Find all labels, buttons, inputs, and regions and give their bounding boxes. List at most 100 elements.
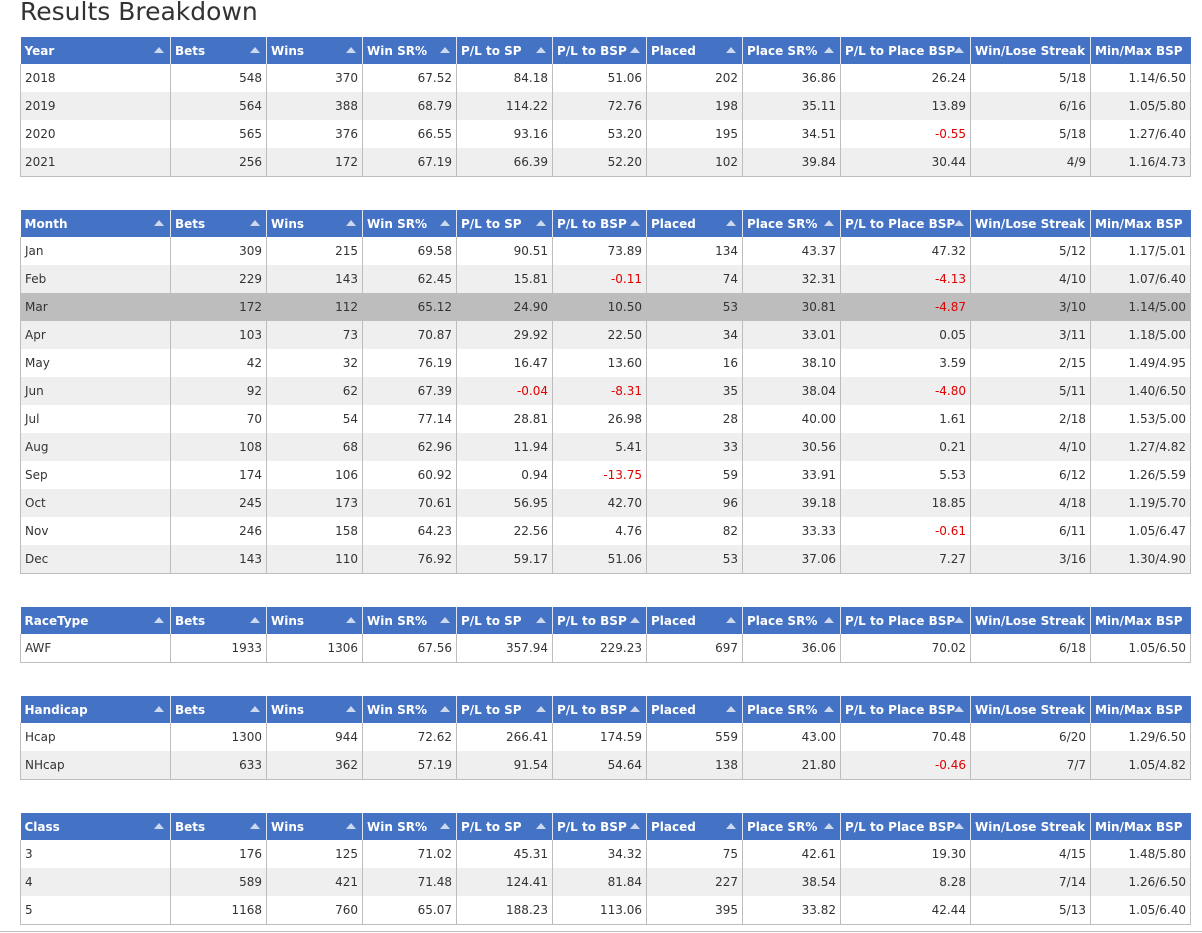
column-header-bets[interactable]: Bets bbox=[170, 607, 267, 634]
sort-ascending-icon[interactable] bbox=[954, 617, 964, 623]
column-header-handicap[interactable]: Handicap bbox=[20, 696, 171, 723]
column-header-p-l-to-place-bsp[interactable]: P/L to Place BSP bbox=[840, 696, 971, 723]
column-header-placed[interactable]: Placed bbox=[646, 37, 743, 64]
sort-ascending-icon[interactable] bbox=[440, 706, 450, 712]
column-header-bets[interactable]: Bets bbox=[170, 37, 267, 64]
sort-ascending-icon[interactable] bbox=[954, 220, 964, 226]
column-header-min-max-bsp[interactable]: Min/Max BSP bbox=[1090, 607, 1191, 634]
column-header-win-sr[interactable]: Win SR% bbox=[362, 696, 457, 723]
column-header-wins[interactable]: Wins bbox=[266, 210, 363, 237]
sort-ascending-icon[interactable] bbox=[536, 706, 546, 712]
column-header-place-sr[interactable]: Place SR% bbox=[742, 813, 841, 840]
column-header-racetype[interactable]: RaceType bbox=[20, 607, 171, 634]
sort-ascending-icon[interactable] bbox=[250, 220, 260, 226]
column-header-p-l-to-sp[interactable]: P/L to SP bbox=[456, 813, 553, 840]
column-header-bets[interactable]: Bets bbox=[170, 210, 267, 237]
column-header-win-lose-streak[interactable]: Win/Lose Streak bbox=[970, 607, 1091, 634]
sort-ascending-icon[interactable] bbox=[824, 617, 834, 623]
column-header-wins[interactable]: Wins bbox=[266, 37, 363, 64]
sort-ascending-icon[interactable] bbox=[536, 823, 546, 829]
sort-ascending-icon[interactable] bbox=[536, 617, 546, 623]
sort-ascending-icon[interactable] bbox=[630, 220, 640, 226]
sort-ascending-icon[interactable] bbox=[536, 47, 546, 53]
sort-ascending-icon[interactable] bbox=[954, 47, 964, 53]
sort-ascending-icon[interactable] bbox=[154, 617, 164, 623]
column-header-bets[interactable]: Bets bbox=[170, 813, 267, 840]
column-header-min-max-bsp[interactable]: Min/Max BSP bbox=[1090, 696, 1191, 723]
column-header-wins[interactable]: Wins bbox=[266, 696, 363, 723]
column-header-win-lose-streak[interactable]: Win/Lose Streak bbox=[970, 37, 1091, 64]
sort-ascending-icon[interactable] bbox=[154, 47, 164, 53]
column-header-placed[interactable]: Placed bbox=[646, 813, 743, 840]
sort-ascending-icon[interactable] bbox=[630, 47, 640, 53]
column-header-p-l-to-bsp[interactable]: P/L to BSP bbox=[552, 37, 647, 64]
sort-ascending-icon[interactable] bbox=[154, 220, 164, 226]
sort-ascending-icon[interactable] bbox=[824, 47, 834, 53]
column-header-min-max-bsp[interactable]: Min/Max BSP bbox=[1090, 813, 1191, 840]
sort-ascending-icon[interactable] bbox=[346, 220, 356, 226]
column-header-win-lose-streak[interactable]: Win/Lose Streak bbox=[970, 813, 1091, 840]
column-header-place-sr[interactable]: Place SR% bbox=[742, 696, 841, 723]
column-header-place-sr[interactable]: Place SR% bbox=[742, 607, 841, 634]
column-header-p-l-to-bsp[interactable]: P/L to BSP bbox=[552, 607, 647, 634]
column-header-p-l-to-bsp[interactable]: P/L to BSP bbox=[552, 696, 647, 723]
sort-ascending-icon[interactable] bbox=[346, 706, 356, 712]
column-header-place-sr[interactable]: Place SR% bbox=[742, 210, 841, 237]
sort-ascending-icon[interactable] bbox=[824, 823, 834, 829]
column-header-min-max-bsp[interactable]: Min/Max BSP bbox=[1090, 210, 1191, 237]
column-header-bets[interactable]: Bets bbox=[170, 696, 267, 723]
column-header-p-l-to-place-bsp[interactable]: P/L to Place BSP bbox=[840, 210, 971, 237]
sort-ascending-icon[interactable] bbox=[154, 823, 164, 829]
sort-ascending-icon[interactable] bbox=[726, 220, 736, 226]
sort-ascending-icon[interactable] bbox=[726, 823, 736, 829]
column-header-class[interactable]: Class bbox=[20, 813, 171, 840]
sort-ascending-icon[interactable] bbox=[250, 617, 260, 623]
sort-ascending-icon[interactable] bbox=[954, 823, 964, 829]
sort-ascending-icon[interactable] bbox=[440, 47, 450, 53]
column-header-win-lose-streak[interactable]: Win/Lose Streak bbox=[970, 210, 1091, 237]
sort-ascending-icon[interactable] bbox=[154, 706, 164, 712]
column-header-win-sr[interactable]: Win SR% bbox=[362, 37, 457, 64]
sort-ascending-icon[interactable] bbox=[726, 47, 736, 53]
sort-ascending-icon[interactable] bbox=[250, 706, 260, 712]
column-header-p-l-to-place-bsp[interactable]: P/L to Place BSP bbox=[840, 37, 971, 64]
column-header-win-sr[interactable]: Win SR% bbox=[362, 607, 457, 634]
column-header-placed[interactable]: Placed bbox=[646, 607, 743, 634]
sort-ascending-icon[interactable] bbox=[630, 617, 640, 623]
column-header-placed[interactable]: Placed bbox=[646, 696, 743, 723]
sort-ascending-icon[interactable] bbox=[346, 47, 356, 53]
column-header-wins[interactable]: Wins bbox=[266, 607, 363, 634]
sort-ascending-icon[interactable] bbox=[824, 220, 834, 226]
column-header-min-max-bsp[interactable]: Min/Max BSP bbox=[1090, 37, 1191, 64]
column-header-placed[interactable]: Placed bbox=[646, 210, 743, 237]
sort-ascending-icon[interactable] bbox=[630, 823, 640, 829]
column-header-place-sr[interactable]: Place SR% bbox=[742, 37, 841, 64]
sort-ascending-icon[interactable] bbox=[954, 706, 964, 712]
sort-ascending-icon[interactable] bbox=[824, 706, 834, 712]
column-header-p-l-to-bsp[interactable]: P/L to BSP bbox=[552, 813, 647, 840]
column-header-win-lose-streak[interactable]: Win/Lose Streak bbox=[970, 696, 1091, 723]
column-header-p-l-to-bsp[interactable]: P/L to BSP bbox=[552, 210, 647, 237]
column-header-win-sr[interactable]: Win SR% bbox=[362, 813, 457, 840]
sort-ascending-icon[interactable] bbox=[250, 47, 260, 53]
sort-ascending-icon[interactable] bbox=[250, 823, 260, 829]
column-header-month[interactable]: Month bbox=[20, 210, 171, 237]
sort-ascending-icon[interactable] bbox=[726, 706, 736, 712]
sort-ascending-icon[interactable] bbox=[536, 220, 546, 226]
column-header-p-l-to-place-bsp[interactable]: P/L to Place BSP bbox=[840, 813, 971, 840]
column-header-p-l-to-place-bsp[interactable]: P/L to Place BSP bbox=[840, 607, 971, 634]
sort-ascending-icon[interactable] bbox=[440, 823, 450, 829]
column-header-p-l-to-sp[interactable]: P/L to SP bbox=[456, 607, 553, 634]
column-header-wins[interactable]: Wins bbox=[266, 813, 363, 840]
column-header-p-l-to-sp[interactable]: P/L to SP bbox=[456, 37, 553, 64]
sort-ascending-icon[interactable] bbox=[726, 617, 736, 623]
column-header-year[interactable]: Year bbox=[20, 37, 171, 64]
column-header-win-sr[interactable]: Win SR% bbox=[362, 210, 457, 237]
sort-ascending-icon[interactable] bbox=[440, 220, 450, 226]
sort-ascending-icon[interactable] bbox=[630, 706, 640, 712]
sort-ascending-icon[interactable] bbox=[440, 617, 450, 623]
column-header-p-l-to-sp[interactable]: P/L to SP bbox=[456, 210, 553, 237]
sort-ascending-icon[interactable] bbox=[346, 617, 356, 623]
sort-ascending-icon[interactable] bbox=[346, 823, 356, 829]
column-header-p-l-to-sp[interactable]: P/L to SP bbox=[456, 696, 553, 723]
